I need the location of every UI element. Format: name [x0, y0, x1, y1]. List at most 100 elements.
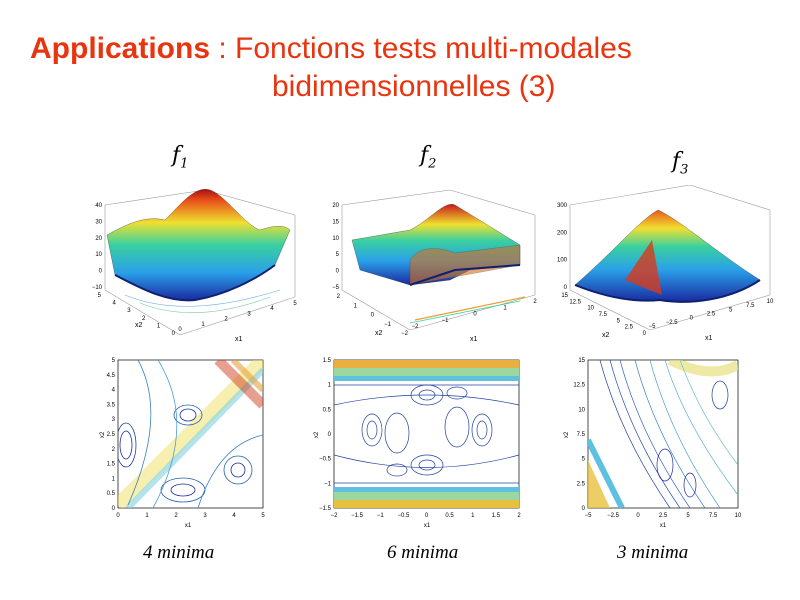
x2-tick-label: 0 — [643, 331, 647, 337]
z-tick-label: 15 — [332, 219, 339, 225]
y-axis-label: x2 — [100, 431, 106, 438]
caption-f2: 6 minima — [387, 542, 459, 563]
x-tick-label: 0 — [636, 513, 640, 519]
y-tick-label: 5 — [582, 457, 586, 463]
surface-mesh — [574, 209, 761, 302]
x1-tick-label: −2 — [412, 324, 420, 330]
x-tick-label: 3 — [203, 513, 207, 519]
x-tick-label: 0 — [425, 513, 429, 519]
x-tick-label: 2 — [517, 513, 521, 519]
y-tick-labels: 1.5 1 0.5 0 −0.5 −1 −1.5 — [319, 358, 332, 512]
contour-lines — [588, 360, 738, 508]
z-tick-label: 0 — [564, 285, 568, 291]
x1-tick-label: 2 — [224, 317, 228, 323]
y-tick-label: 15 — [578, 358, 585, 364]
x-tick-label: −0.5 — [397, 513, 410, 519]
x-tick-label: −1 — [377, 513, 385, 519]
x-tick-label: −1.5 — [351, 513, 364, 519]
x2-tick-label: 0 — [172, 331, 176, 337]
axes-box — [569, 185, 771, 331]
z-tick-labels: 20 15 10 5 0 −5 — [332, 203, 340, 291]
z-tick-label: 10 — [332, 236, 339, 242]
surface-edge — [114, 264, 276, 302]
y-tick-label: 5 — [112, 358, 116, 364]
y-tick-labels: 15 12.5 10 7.5 5 2.5 0 — [573, 358, 585, 512]
x1-tick-label: 2.5 — [707, 312, 716, 318]
x-axis-label: x1 — [660, 523, 667, 529]
x-tick-labels: −2 −1.5 −1 −0.5 0 0.5 1 1.5 2 — [331, 513, 522, 519]
y-tick-label: 4.5 — [107, 373, 116, 379]
x-tick-labels: −5 −2.5 0 2.5 5 7.5 10 — [585, 513, 742, 519]
z-tick-labels: 40 30 20 10 0 −10 — [92, 203, 103, 291]
contour-plot-f3: 15 12.5 10 7.5 5 2.5 0 −5 −2.5 0 2.5 5 7.5 10 x1 x2 — [564, 358, 742, 529]
y-tick-label: −1 — [324, 481, 332, 487]
y-tick-label: 0 — [582, 506, 586, 512]
x1-axis-label: x1 — [470, 336, 478, 343]
title-keyword: Applications — [30, 32, 211, 65]
x2-tick-label: 1 — [354, 303, 358, 309]
x2-tick-label: −1 — [384, 322, 392, 328]
surface-edge — [409, 264, 521, 286]
y-axis-label: x2 — [314, 431, 320, 438]
z-tick-label: −10 — [92, 285, 103, 291]
x2-tick-label: 1 — [157, 323, 161, 329]
x1-tick-label: 1 — [201, 322, 205, 328]
z-tick-label: 20 — [332, 203, 339, 209]
plot-frame — [333, 359, 520, 509]
x-tick-label: −2.5 — [607, 513, 620, 519]
x-tick-labels: 0 1 2 3 4 5 — [116, 513, 265, 519]
x2-tick-label: 12.5 — [569, 299, 581, 305]
x2-tick-label: −2 — [401, 331, 409, 337]
x1-tick-label: 5 — [293, 301, 297, 307]
y-tick-label: −0.5 — [319, 457, 332, 463]
surface-edge — [574, 279, 761, 303]
y-tick-label: 2 — [112, 447, 116, 453]
x-axis-label: x1 — [424, 523, 431, 529]
y-tick-label: 0 — [112, 506, 116, 512]
title-line1: Fonctions tests multi-modales — [235, 32, 632, 65]
x1-tick-label: −1 — [442, 318, 450, 324]
y-tick-label: −1.5 — [319, 506, 332, 512]
x2-tick-label: 4 — [112, 301, 116, 307]
x2-axis-label: x2 — [135, 322, 143, 329]
x1-tick-label: 7.5 — [746, 303, 755, 309]
x2-tick-label: 5 — [617, 318, 621, 324]
x1-axis-label: x1 — [235, 336, 243, 343]
y-tick-label: 4 — [112, 388, 116, 394]
x1-tick-label: 2 — [533, 299, 537, 305]
y-tick-label: 2.5 — [577, 481, 586, 487]
x2-tick-label: 7.5 — [599, 312, 608, 318]
x1-tick-label: 1 — [503, 305, 507, 311]
x-tick-label: 2 — [174, 513, 178, 519]
x1-tick-label: −5 — [649, 324, 657, 330]
y-tick-label: 1.5 — [107, 462, 116, 468]
y-tick-label: 1.5 — [323, 358, 332, 364]
x1-tick-label: 10 — [767, 299, 774, 305]
base-contours — [414, 296, 526, 321]
y-tick-label: 7.5 — [577, 432, 586, 438]
surface-peak-face — [625, 240, 662, 295]
axes-box — [341, 189, 536, 331]
z-tick-labels: 300 200 100 0 — [557, 203, 568, 291]
y-axis-label: x2 — [564, 431, 570, 438]
x-tick-label: 0.5 — [445, 513, 454, 519]
x-tick-label: 4 — [232, 513, 236, 519]
y-tick-label: 0.5 — [323, 407, 332, 413]
z-tick-label: 5 — [336, 252, 340, 258]
x-tick-label: 5 — [261, 513, 265, 519]
x1-axis-label: x1 — [705, 335, 713, 342]
slide-title: Applications : Fonctions tests multi-mod… — [30, 30, 632, 103]
title-separator: : — [210, 32, 236, 65]
x-tick-label: −2 — [331, 513, 339, 519]
z-tick-label: −5 — [332, 285, 340, 291]
x2-tick-label: 10 — [587, 306, 594, 312]
y-tick-labels: 5 4.5 4 3.5 3 2.5 2 1.5 1 0.5 0 — [107, 358, 116, 512]
y-tick-label: 0 — [328, 432, 332, 438]
x-tick-label: 5 — [686, 513, 690, 519]
x-tick-label: 10 — [735, 513, 742, 519]
z-tick-label: 40 — [95, 203, 102, 209]
